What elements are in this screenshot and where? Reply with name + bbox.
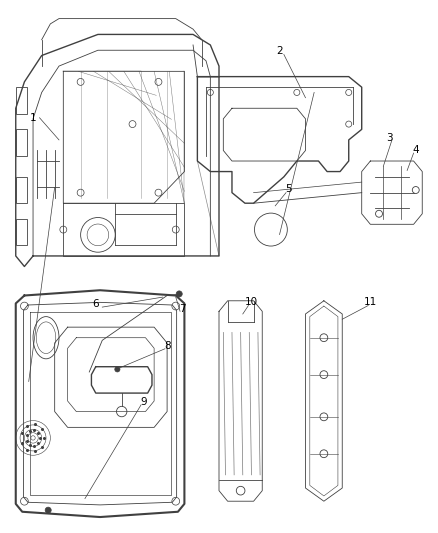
Circle shape [176, 291, 182, 297]
Text: 2: 2 [276, 46, 283, 56]
Circle shape [45, 507, 51, 513]
Bar [16, 177, 27, 203]
Ellipse shape [36, 322, 56, 353]
Bar [16, 87, 27, 114]
Bar [16, 130, 27, 156]
Text: 10: 10 [245, 297, 258, 308]
Text: 3: 3 [386, 133, 393, 143]
Text: 11: 11 [364, 297, 377, 308]
Text: 9: 9 [140, 397, 147, 407]
Text: 6: 6 [92, 300, 99, 310]
Text: 7: 7 [179, 304, 186, 314]
Text: 8: 8 [164, 341, 170, 351]
Text: 1: 1 [30, 113, 36, 123]
Bar [16, 219, 27, 245]
Ellipse shape [33, 317, 59, 359]
Text: 4: 4 [413, 146, 419, 156]
Circle shape [115, 367, 120, 372]
Text: 5: 5 [285, 184, 292, 195]
